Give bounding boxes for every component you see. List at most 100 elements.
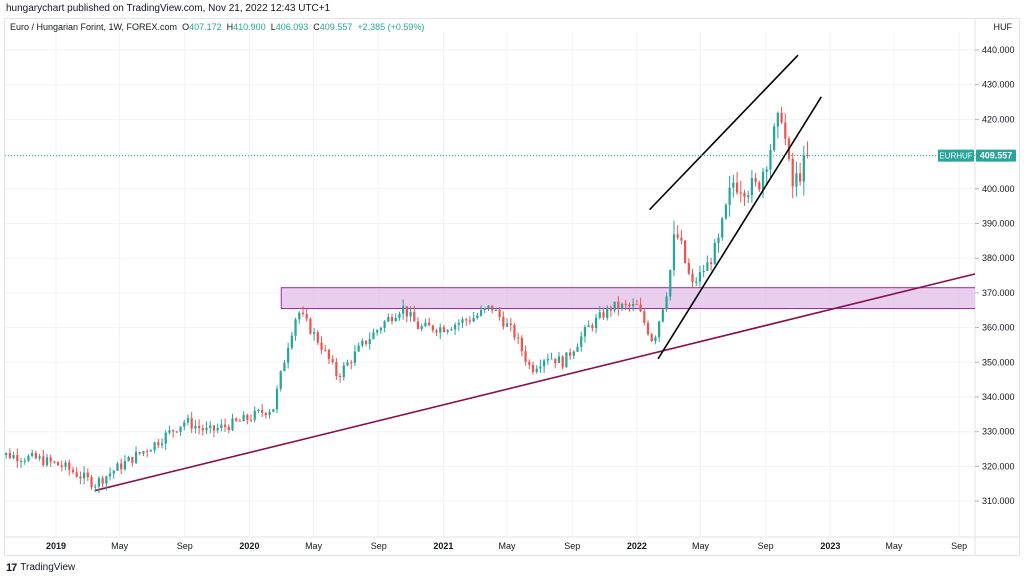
candle-body <box>513 324 516 338</box>
x-tick-label: Sep <box>564 541 580 551</box>
candle-body <box>709 262 713 264</box>
candle-body <box>23 460 26 462</box>
candle-body <box>758 182 761 190</box>
candle-body <box>658 321 661 338</box>
candle-body <box>383 321 386 329</box>
brand-name: TradingView <box>20 562 76 573</box>
candle-body <box>298 312 301 320</box>
candle-body <box>327 349 331 360</box>
x-tick-label: 2019 <box>46 541 66 551</box>
candle-body <box>64 462 67 467</box>
candle-body <box>127 456 130 462</box>
candle-body <box>613 301 616 311</box>
channel-upper-line <box>649 54 799 211</box>
candle-body <box>68 462 71 470</box>
candle-body <box>242 414 245 422</box>
candle-body <box>780 112 783 123</box>
candle-body <box>49 457 52 462</box>
candle-body <box>194 426 197 429</box>
candle-body <box>398 313 401 318</box>
candle-body <box>706 262 709 271</box>
y-tick-label: 390.000 <box>982 219 1015 229</box>
candle-body <box>646 322 650 335</box>
candle-body <box>134 452 138 463</box>
candle-body <box>806 154 809 156</box>
x-tick-label: Sep <box>758 541 774 551</box>
candle-body <box>101 478 104 484</box>
candle-body <box>131 456 134 463</box>
footer-brand: 17 TradingView <box>6 560 75 576</box>
candle-body <box>335 361 338 376</box>
candle-body <box>27 455 30 461</box>
x-tick-label: 2021 <box>433 541 453 551</box>
candle-body <box>8 452 12 459</box>
candle-body <box>754 178 757 183</box>
candle-body <box>535 368 538 372</box>
candle-body <box>472 317 475 322</box>
candle-body <box>246 414 249 420</box>
candle-body <box>680 237 683 241</box>
candle-body <box>669 269 672 297</box>
x-tick-label: Sep <box>371 541 387 551</box>
candle-body <box>220 424 223 429</box>
candle-body <box>628 304 631 307</box>
candle-body <box>683 240 687 263</box>
candle-body <box>453 324 457 330</box>
candle-body <box>205 427 208 431</box>
candle-body <box>123 461 127 470</box>
candle-body <box>550 358 553 360</box>
candle-body <box>428 322 431 326</box>
candle-body <box>517 337 520 339</box>
y-tick-label: 370.000 <box>982 288 1015 298</box>
candle-body <box>201 428 204 431</box>
x-tick-label: May <box>111 541 129 551</box>
candle-body <box>654 337 657 341</box>
candle-body <box>97 478 101 487</box>
candle-body <box>394 317 397 322</box>
candle-body <box>509 323 512 325</box>
y-tick-label: 350.000 <box>982 357 1015 367</box>
candle-body <box>79 476 82 479</box>
x-tick-label: May <box>885 541 903 551</box>
candle-body <box>331 359 334 362</box>
plot-area <box>5 54 975 494</box>
candle-body <box>457 322 460 325</box>
candle-body <box>86 472 89 478</box>
candle-body <box>301 312 305 314</box>
candle-body <box>294 319 297 336</box>
candle-body <box>53 461 56 463</box>
candle-body <box>261 410 264 414</box>
y-tick-label: 380.000 <box>982 253 1015 263</box>
candle-body <box>802 154 805 182</box>
candle-body <box>732 182 735 188</box>
candle-body <box>435 330 438 333</box>
symbol-tag-label: EURHUF <box>939 152 972 161</box>
candle-body <box>483 308 486 311</box>
candle-body <box>624 303 627 305</box>
candle-body <box>312 332 316 334</box>
y-tick-label: 430.000 <box>982 80 1015 90</box>
candle-body <box>724 204 728 219</box>
candle-body <box>275 388 279 410</box>
candle-body <box>209 425 212 428</box>
candle-body <box>223 424 227 427</box>
candle-body <box>279 371 282 389</box>
candle-body <box>5 452 8 456</box>
candle-body <box>606 307 609 318</box>
candle-body <box>773 126 776 150</box>
candle-body <box>82 472 86 479</box>
candle-body <box>42 456 45 466</box>
y-tick-label: 360.000 <box>982 323 1015 333</box>
candle-body <box>491 305 494 311</box>
x-tick-label: 2023 <box>820 541 840 551</box>
candle-body <box>561 356 564 368</box>
candle-body <box>531 364 535 372</box>
candle-body <box>346 362 349 366</box>
price-tag-bg <box>976 149 1016 162</box>
x-tick-label: 2022 <box>627 541 647 551</box>
candle-body <box>60 465 63 467</box>
candle-body <box>695 281 698 283</box>
candle-body <box>357 345 360 352</box>
candle-body <box>112 470 115 474</box>
